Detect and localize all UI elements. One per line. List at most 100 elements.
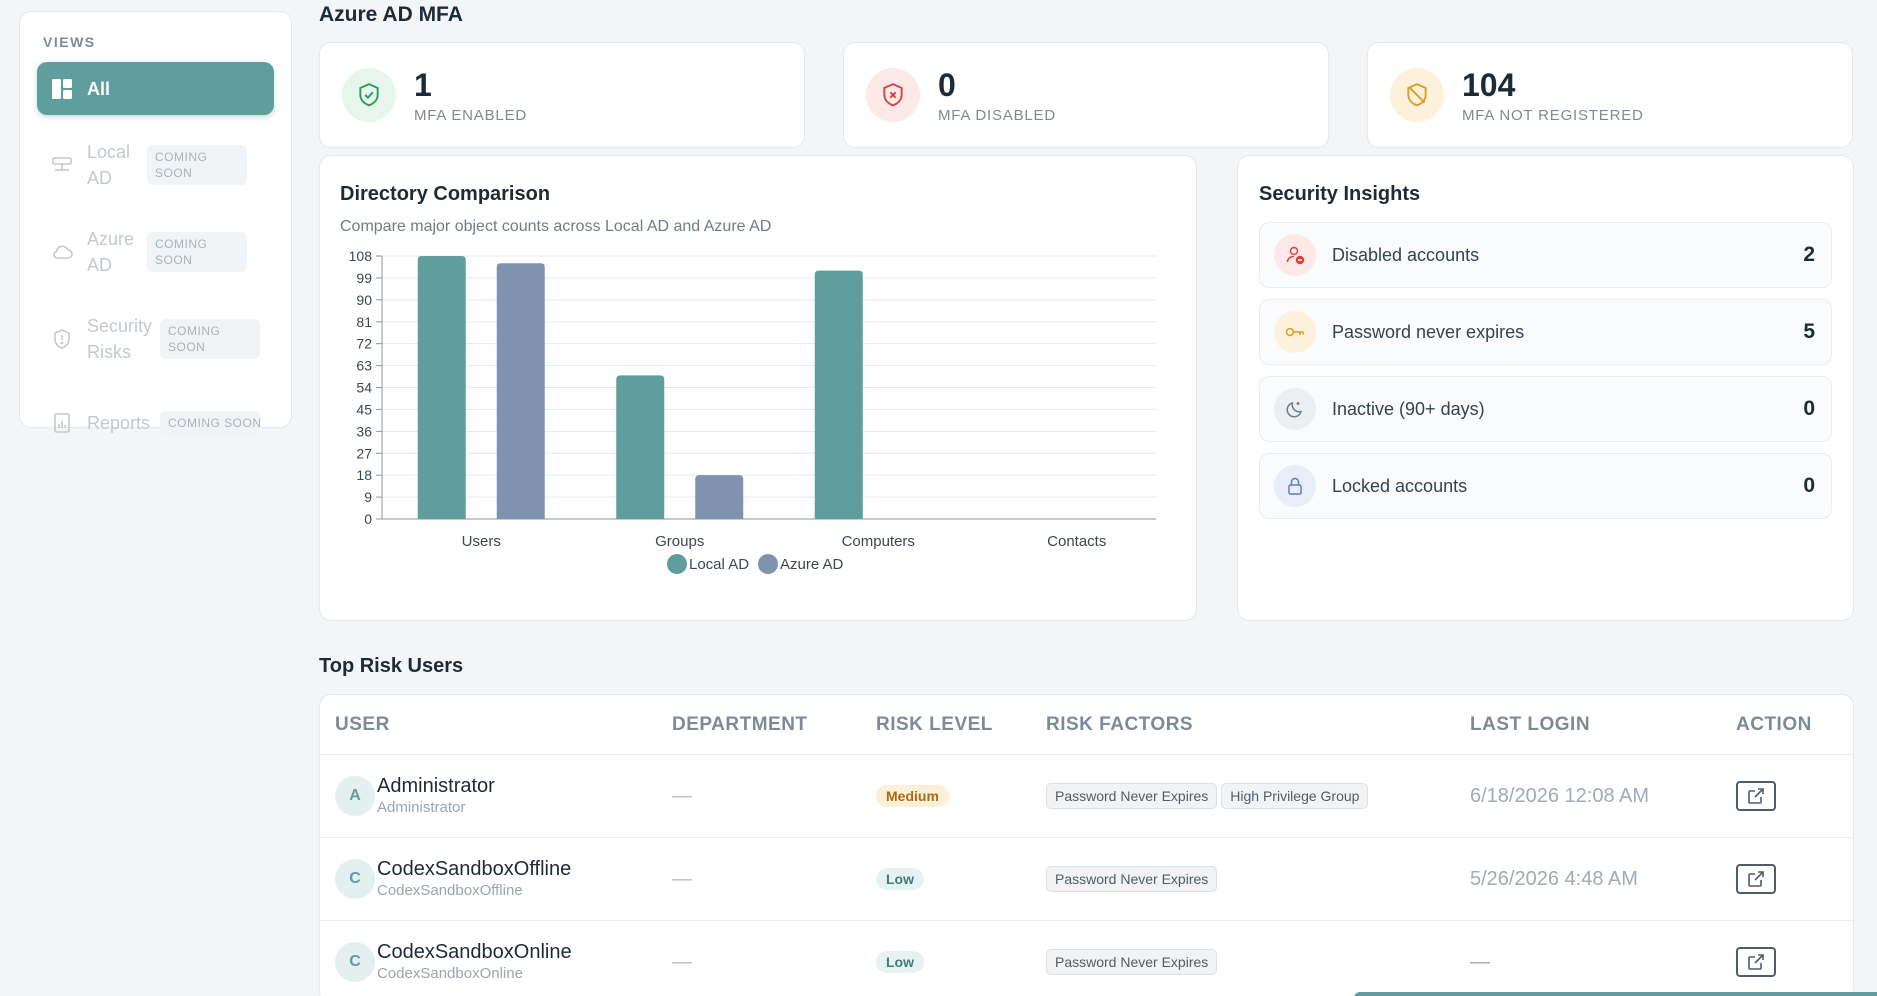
external-link-icon <box>1748 954 1764 970</box>
y-tick-label: 36 <box>356 423 372 439</box>
insight-inactive[interactable]: Inactive (90+ days) 0 <box>1259 376 1832 442</box>
x-tick-label: Groups <box>655 533 704 550</box>
insight-value: 5 <box>1803 320 1815 343</box>
user-name: Administrator <box>377 775 495 797</box>
bar-azure-ad-users <box>496 263 545 519</box>
sidebar-item-label: Reports <box>87 412 151 433</box>
user-subtitle: CodexSandboxOnline <box>377 965 523 982</box>
mfa-enabled-value: 1 <box>414 66 432 103</box>
mfa-not-registered-label: MFA NOT REGISTERED <box>1462 106 1644 124</box>
insight-label: Password never expires <box>1332 321 1525 342</box>
shield-icon <box>51 328 73 350</box>
insight-password-never-expires[interactable]: Password never expires 5 <box>1259 299 1832 365</box>
y-tick-label: 72 <box>356 336 372 352</box>
bar-azure-ad-groups <box>695 475 744 519</box>
mfa-not-registered-card: 104 MFA NOT REGISTERED <box>1367 42 1853 148</box>
avatar: C <box>335 859 375 899</box>
column-header-user[interactable]: USER <box>335 713 390 735</box>
avatar: C <box>335 942 375 982</box>
bottom-action-bar[interactable] <box>1354 992 1877 996</box>
y-tick-label: 54 <box>356 380 372 396</box>
views-label: VIEWS <box>43 34 96 50</box>
external-link-icon <box>1748 788 1764 804</box>
table-row[interactable]: C CodexSandboxOffline CodexSandboxOfflin… <box>320 838 1853 921</box>
mfa-section-title: Azure AD MFA <box>319 3 463 26</box>
y-tick-label: 63 <box>356 358 372 374</box>
table-header: USER DEPARTMENT RISK LEVEL RISK FACTORS … <box>320 695 1853 755</box>
mfa-not-registered-value: 104 <box>1462 66 1516 103</box>
mfa-enabled-card: 1 MFA ENABLED <box>319 42 805 148</box>
directory-comparison-subtitle: Compare major object counts across Local… <box>340 218 772 235</box>
sidebar-item-reports[interactable]: Reports COMING SOON <box>37 396 274 449</box>
sidebar-item-all[interactable]: All <box>37 62 274 115</box>
column-header-last-login[interactable]: LAST LOGIN <box>1470 713 1591 735</box>
bar-local-ad-groups <box>616 375 665 519</box>
last-login-value: 5/26/2026 4:48 AM <box>1470 867 1638 890</box>
y-tick-label: 108 <box>349 248 373 264</box>
user-name: CodexSandboxOffline <box>377 858 572 880</box>
sidebar-item-label: Local AD <box>87 142 131 188</box>
table-row[interactable]: A Administrator Administrator — Medium P… <box>320 755 1853 838</box>
y-tick-label: 81 <box>356 314 372 330</box>
last-login-value: — <box>1470 950 1490 973</box>
insight-disabled-accounts[interactable]: Disabled accounts 2 <box>1259 222 1832 288</box>
moon-icon <box>1274 388 1316 430</box>
dashboard-icon <box>51 78 73 100</box>
insight-label: Inactive (90+ days) <box>1332 398 1485 419</box>
y-tick-label: 18 <box>356 467 372 483</box>
y-tick-label: 90 <box>356 292 372 308</box>
report-icon <box>51 412 73 434</box>
legend-label: Azure AD <box>780 556 844 573</box>
x-tick-label: Computers <box>842 533 915 550</box>
cloud-icon <box>51 241 73 263</box>
bar-local-ad-users <box>417 256 466 519</box>
user-name: CodexSandboxOnline <box>377 941 572 963</box>
server-icon <box>51 154 73 176</box>
risk-level-badge: Low <box>876 868 924 890</box>
risk-factor-chip: Password Never Expires <box>1046 866 1218 892</box>
insight-locked-accounts[interactable]: Locked accounts 0 <box>1259 453 1832 519</box>
user-subtitle: Administrator <box>377 799 466 816</box>
risk-factor-chip: Password Never Expires <box>1046 949 1218 975</box>
insight-value: 0 <box>1803 397 1815 420</box>
shield-x-icon <box>866 68 920 122</box>
open-user-button[interactable] <box>1736 947 1776 977</box>
insight-value: 0 <box>1803 474 1815 497</box>
coming-soon-badge: COMING SOON <box>147 232 247 272</box>
mfa-disabled-value: 0 <box>938 66 956 103</box>
risk-factor-chip: High Privilege Group <box>1221 783 1369 809</box>
directory-comparison-panel: Directory Comparison Compare major objec… <box>319 155 1197 621</box>
open-user-button[interactable] <box>1736 864 1776 894</box>
sidebar-item-label: Azure AD <box>87 229 135 275</box>
risk-users-table: USER DEPARTMENT RISK LEVEL RISK FACTORS … <box>319 694 1854 996</box>
column-header-risk-factors[interactable]: RISK FACTORS <box>1046 713 1194 735</box>
mfa-disabled-label: MFA DISABLED <box>938 106 1056 124</box>
bar-local-ad-computers <box>814 270 863 519</box>
y-tick-label: 99 <box>356 270 372 286</box>
open-user-button[interactable] <box>1736 781 1776 811</box>
sidebar-item-local-ad[interactable]: Local AD COMING SOON <box>37 135 274 195</box>
security-insights-panel: Security Insights Disabled accounts 2 Pa… <box>1237 155 1854 621</box>
y-tick-label: 9 <box>364 489 372 505</box>
directory-comparison-chart: 0 9 18 27 36 45 54 63 72 81 90 99 108 Users Groups Comp… <box>349 248 1156 574</box>
risk-level-badge: Low <box>876 951 924 973</box>
sidebar-item-label: All <box>87 78 111 99</box>
external-link-icon <box>1748 871 1764 887</box>
x-tick-label: Contacts <box>1047 533 1106 550</box>
department-value: — <box>672 950 692 973</box>
risk-factor-chip: Password Never Expires <box>1046 783 1218 809</box>
shield-check-icon <box>342 68 396 122</box>
legend-label: Local AD <box>689 556 749 573</box>
department-value: — <box>672 867 692 890</box>
insight-value: 2 <box>1803 243 1815 266</box>
table-row[interactable]: C CodexSandboxOnline CodexSandboxOnline … <box>320 921 1853 996</box>
directory-comparison-title: Directory Comparison <box>340 183 551 205</box>
sidebar-item-azure-ad[interactable]: Azure AD COMING SOON <box>37 222 274 282</box>
y-tick-label: 0 <box>364 511 372 527</box>
shield-off-icon <box>1390 68 1444 122</box>
legend-marker <box>758 554 778 574</box>
column-header-department[interactable]: DEPARTMENT <box>672 713 808 735</box>
column-header-risk-level[interactable]: RISK LEVEL <box>876 713 993 735</box>
user-subtitle: CodexSandboxOffline <box>377 882 523 899</box>
sidebar-item-security-risks[interactable]: Security Risks COMING SOON <box>37 309 274 369</box>
